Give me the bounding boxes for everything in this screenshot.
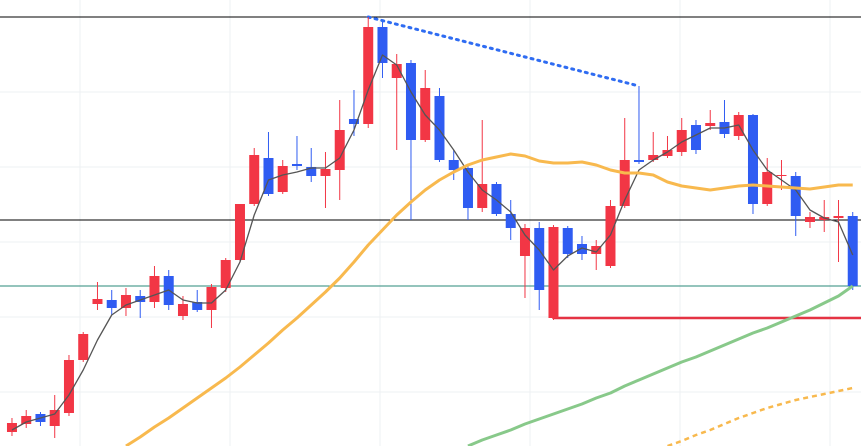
- candle-body: [676, 130, 687, 152]
- candle-body: [762, 172, 773, 204]
- candle-body: [348, 119, 359, 124]
- candle-body: [462, 168, 473, 208]
- candle-body: [833, 216, 844, 218]
- candle-body: [576, 244, 587, 254]
- indicator-line: [125, 152, 853, 446]
- indicator-line: [467, 284, 854, 446]
- candle-body: [548, 227, 559, 318]
- candle-body: [648, 155, 659, 160]
- candle-body: [78, 334, 89, 360]
- candle-body: [120, 295, 131, 308]
- candle-body: [847, 216, 858, 286]
- candle-body: [662, 150, 673, 156]
- candle-body: [747, 115, 758, 204]
- candle-body: [690, 125, 701, 150]
- indicator-line: [667, 386, 853, 446]
- candle-body: [363, 27, 374, 124]
- candle-body: [135, 296, 146, 302]
- candle-body: [619, 160, 630, 206]
- candle-body: [21, 416, 32, 424]
- candle-body: [291, 164, 302, 166]
- candle-body: [92, 299, 103, 304]
- candle-body: [49, 410, 60, 426]
- candle-body: [334, 130, 345, 170]
- candle-body: [591, 246, 602, 254]
- candle-body: [6, 423, 17, 432]
- candle-body: [177, 304, 188, 316]
- candle-body: [277, 166, 288, 192]
- candle-body: [106, 300, 117, 308]
- candle-body: [320, 169, 331, 176]
- candle-body: [505, 214, 516, 228]
- candle-body: [220, 260, 231, 288]
- candle-body: [206, 287, 217, 310]
- candle-body: [306, 167, 317, 176]
- candle-body: [192, 302, 203, 310]
- candle-body: [790, 176, 801, 216]
- candle-body: [705, 123, 716, 126]
- candle-body: [519, 228, 530, 256]
- candle-body: [477, 184, 488, 208]
- candle-body: [804, 217, 815, 222]
- candle-body: [63, 360, 74, 413]
- candle-body: [263, 158, 274, 194]
- candle-body: [534, 228, 545, 290]
- candle-body: [633, 160, 644, 162]
- candle-body: [448, 160, 459, 170]
- candle-body: [491, 184, 502, 214]
- candle-body: [776, 175, 787, 176]
- candle-body: [249, 155, 260, 204]
- candle-body: [234, 204, 245, 260]
- candle-body: [149, 276, 160, 302]
- candle-body: [562, 228, 573, 254]
- candle-body: [405, 63, 416, 140]
- drawn-segment: [366, 15, 641, 88]
- candle-body: [434, 96, 445, 160]
- indicator-line: [11, 54, 854, 431]
- candle-body: [377, 27, 388, 63]
- candle-body: [391, 64, 402, 78]
